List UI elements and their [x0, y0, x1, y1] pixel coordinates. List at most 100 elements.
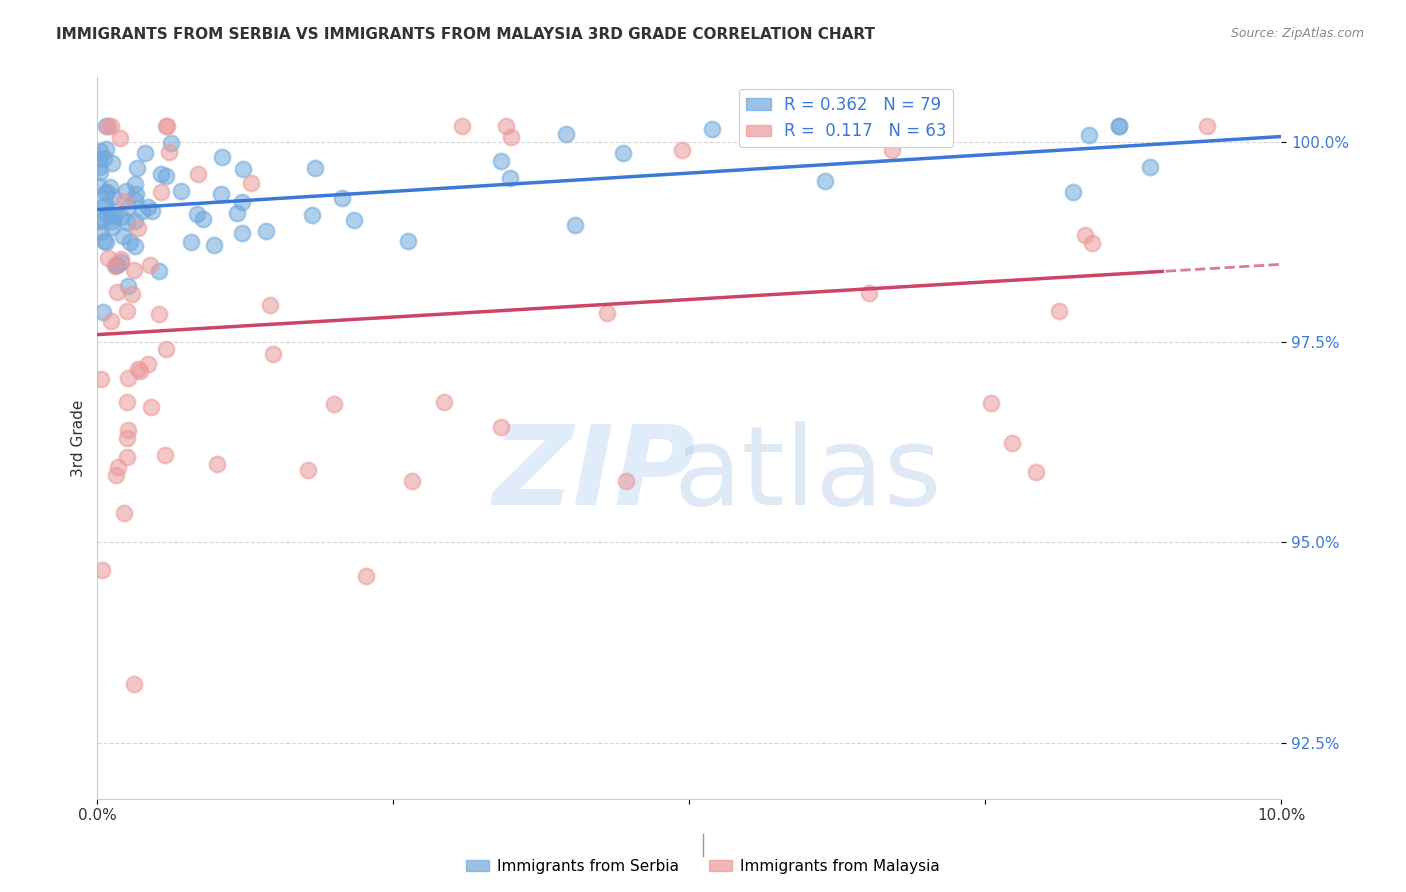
Point: [100, 119, 122, 133]
Point: [1081, 236, 1104, 251]
Point: [1074, 227, 1097, 242]
Point: [1139, 160, 1161, 174]
Point: [103, 209, 125, 223]
Point: [105, 259, 128, 273]
Legend: Immigrants from Serbia, Immigrants from Malaysia: Immigrants from Serbia, Immigrants from …: [460, 853, 946, 880]
Point: [226, 206, 249, 220]
Point: [89, 144, 111, 158]
Point: [124, 262, 146, 277]
Point: [97, 119, 120, 133]
Point: [155, 119, 177, 133]
Point: [94, 119, 117, 133]
Point: [115, 395, 138, 409]
Point: [105, 285, 128, 299]
Point: [240, 176, 263, 190]
Point: [93, 235, 115, 249]
Point: [401, 474, 423, 488]
Point: [124, 178, 146, 192]
Point: [1025, 465, 1047, 479]
Point: [124, 214, 146, 228]
Point: [155, 169, 177, 184]
Point: [104, 259, 127, 273]
Point: [120, 235, 142, 250]
Point: [115, 450, 138, 464]
Point: [297, 463, 319, 477]
Point: [155, 342, 177, 356]
Point: [149, 185, 172, 199]
Point: [1077, 128, 1099, 142]
Point: [134, 146, 156, 161]
Point: [614, 475, 637, 489]
Point: [125, 161, 148, 175]
Point: [980, 396, 1002, 410]
Point: [148, 306, 170, 320]
Point: [90, 372, 112, 386]
Point: [925, 119, 948, 133]
Text: Source: ZipAtlas.com: Source: ZipAtlas.com: [1230, 27, 1364, 40]
Point: [90, 213, 112, 227]
Point: [90, 225, 112, 239]
Y-axis label: 3rd Grade: 3rd Grade: [72, 400, 86, 477]
Point: [501, 129, 523, 144]
Point: [97, 251, 120, 265]
Point: [117, 371, 139, 385]
Point: [112, 194, 135, 209]
Text: atlas: atlas: [673, 421, 942, 528]
Point: [157, 145, 180, 159]
Point: [186, 207, 208, 221]
Point: [489, 154, 512, 169]
Point: [131, 203, 153, 218]
Point: [495, 119, 517, 133]
Point: [94, 186, 117, 200]
Point: [170, 184, 193, 198]
Point: [202, 237, 225, 252]
Point: [433, 394, 456, 409]
Point: [138, 200, 160, 214]
Point: [89, 179, 111, 194]
Point: [499, 171, 522, 186]
Point: [91, 305, 114, 319]
Point: [191, 212, 214, 227]
Point: [127, 221, 149, 235]
Point: [187, 167, 209, 181]
Point: [180, 235, 202, 250]
Point: [148, 263, 170, 277]
Point: [94, 235, 117, 250]
Point: [96, 185, 118, 199]
Point: [136, 357, 159, 371]
Point: [153, 448, 176, 462]
Point: [111, 229, 134, 244]
Point: [332, 191, 354, 205]
Point: [1001, 436, 1024, 450]
Point: [231, 194, 253, 209]
Point: [96, 198, 118, 212]
Point: [89, 165, 111, 179]
Point: [117, 200, 139, 214]
Point: [101, 214, 124, 228]
Point: [110, 252, 132, 266]
Point: [259, 298, 281, 312]
Point: [671, 143, 693, 157]
Point: [262, 347, 284, 361]
Text: ZIP: ZIP: [492, 421, 696, 528]
Point: [564, 218, 586, 232]
Point: [555, 128, 578, 142]
Point: [100, 219, 122, 234]
Point: [301, 208, 323, 222]
Point: [231, 226, 253, 240]
Point: [354, 568, 377, 582]
Point: [596, 306, 619, 320]
Point: [101, 189, 124, 203]
Point: [117, 215, 139, 229]
Point: [450, 119, 472, 133]
Point: [96, 207, 118, 221]
Point: [612, 145, 634, 160]
Point: [211, 150, 233, 164]
Point: [89, 152, 111, 166]
Point: [125, 187, 148, 202]
Point: [104, 468, 127, 483]
Point: [87, 214, 110, 228]
Point: [124, 239, 146, 253]
Point: [231, 161, 253, 176]
Point: [117, 278, 139, 293]
